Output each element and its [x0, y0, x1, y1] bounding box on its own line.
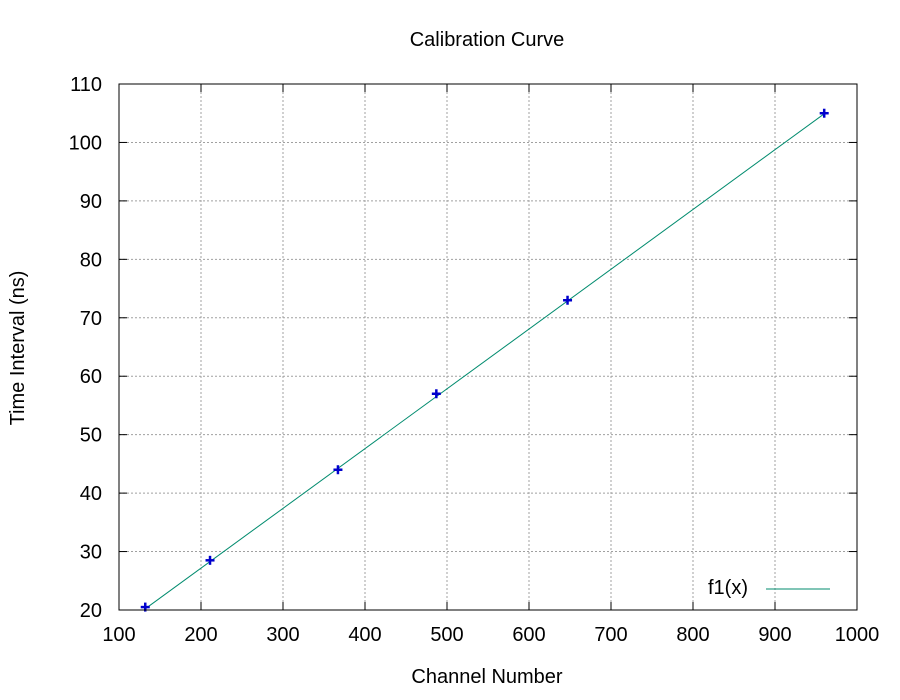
- grid-lines: [119, 84, 857, 610]
- x-tick-label: 900: [758, 624, 791, 646]
- x-tick-label: 800: [676, 624, 709, 646]
- x-tick-labels: 100 200 300 400 500 600 700 800 900 1000: [102, 624, 879, 646]
- axis-ticks: [118, 83, 858, 611]
- y-tick-label: 50: [80, 425, 102, 447]
- y-tick-label: 30: [80, 542, 102, 564]
- legend: f1(x): [708, 577, 830, 599]
- y-tick-label: 110: [70, 74, 102, 96]
- y-tick-label: 40: [80, 483, 102, 505]
- y-tick-label: 100: [69, 132, 102, 154]
- y-tick-labels: 20 30 40 50 60 70 80 90 100 110: [69, 74, 102, 622]
- fit-line-layer: [144, 113, 825, 610]
- x-tick-label: 200: [184, 624, 217, 646]
- plot-frame: [118, 83, 858, 611]
- data-point-marker: [333, 465, 343, 475]
- y-axis-label: Time Interval (ns): [7, 271, 29, 426]
- data-point-marker: [205, 555, 215, 565]
- y-tick-label: 80: [80, 249, 102, 271]
- x-tick-label: 700: [594, 624, 627, 646]
- x-tick-label: 500: [430, 624, 463, 646]
- y-tick-label: 20: [80, 600, 102, 622]
- x-tick-label: 300: [266, 624, 299, 646]
- chart-title: Calibration Curve: [410, 29, 565, 51]
- x-tick-label: 400: [348, 624, 381, 646]
- y-tick-label: 60: [80, 366, 102, 388]
- x-tick-label: 100: [102, 624, 135, 646]
- legend-label-f1: f1(x): [708, 577, 748, 599]
- data-point-marker: [819, 108, 829, 118]
- data-points: [140, 108, 829, 612]
- y-tick-label: 70: [80, 308, 102, 330]
- y-tick-label: 90: [80, 191, 102, 213]
- data-point-marker: [563, 295, 573, 305]
- x-tick-label: 1000: [835, 624, 880, 646]
- x-tick-label: 600: [512, 624, 545, 646]
- fit-line-f1: [144, 113, 825, 610]
- data-point-marker: [431, 389, 441, 399]
- x-axis-label: Channel Number: [411, 666, 563, 688]
